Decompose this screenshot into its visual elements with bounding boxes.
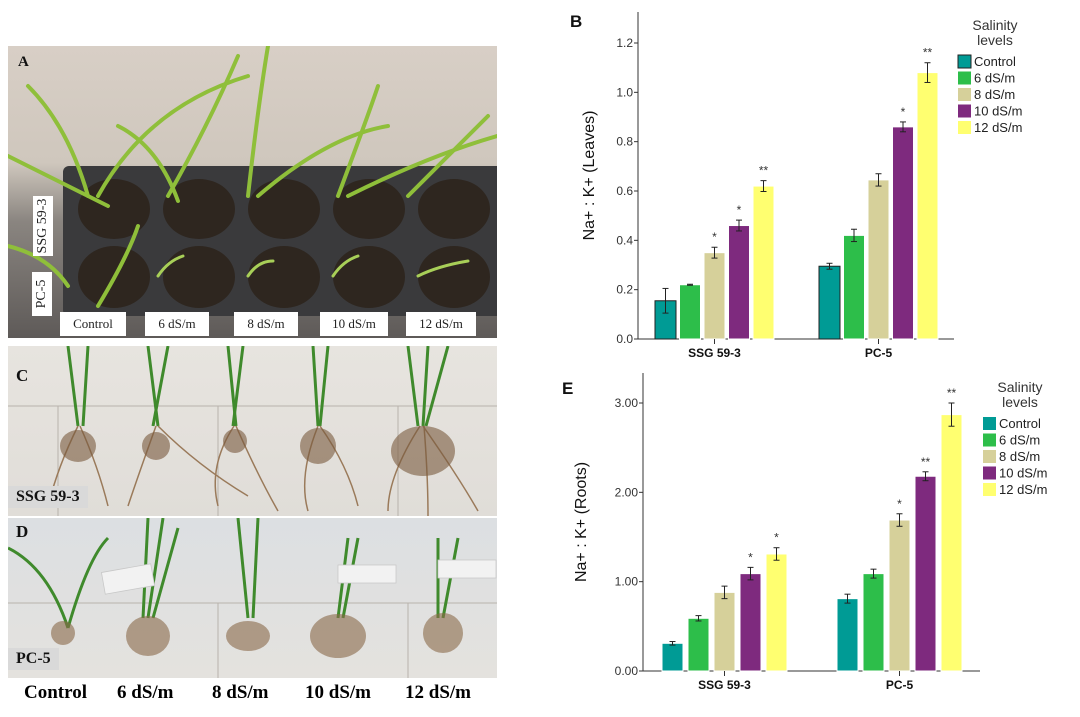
legend-label: 10 dS/m [999, 466, 1047, 481]
bar-10-ds-m-ssg-59-3 [739, 573, 762, 672]
legend-swatch [958, 121, 971, 134]
row-label-ssg-59-3: SSG 59-3 [33, 196, 53, 256]
legend-title: Salinity [997, 379, 1042, 395]
legend-swatch [983, 450, 996, 463]
significance-label: * [737, 203, 742, 217]
legend-label: 6 dS/m [974, 71, 1015, 86]
chart-b-leaves: B 0.0 0.2 0.4 0.6 0.8 1.0 1.2 Na+ : K+ (Leaves) *… [570, 12, 1022, 360]
x-tick-label: PC-5 [865, 346, 893, 360]
bar-12-ds-m-pc-5 [940, 414, 963, 672]
bar-8-ds-m-pc-5 [888, 519, 911, 672]
bottom-label-12ds: 12 dS/m [405, 682, 471, 703]
bar-control-pc-5 [836, 598, 859, 672]
bar-8-ds-m-pc-5 [867, 179, 890, 340]
y-axis-label: Na+ : K+ (Leaves) [581, 111, 598, 241]
panel-c-cultivar-label: SSG 59-3 [8, 486, 88, 508]
legend-swatch [983, 417, 996, 430]
legend-label: Control [974, 54, 1016, 69]
column-label-8ds: 8 dS/m [234, 312, 298, 336]
column-label-10ds: 10 dS/m [320, 312, 388, 336]
column-label-12ds: 12 dS/m [406, 312, 476, 336]
panel-d-letter: D [16, 522, 29, 541]
significance-label: ** [923, 46, 933, 60]
column-label-control: Control [60, 312, 126, 336]
y-tick-label: 2.00 [615, 485, 639, 499]
significance-label: * [897, 497, 902, 511]
y-tick-label: 0.8 [616, 135, 633, 149]
legend-swatch [983, 433, 996, 447]
y-tick-label: 0.0 [616, 332, 633, 346]
y-tick-label: 1.0 [616, 85, 633, 99]
legend-title: Salinity [972, 17, 1017, 33]
y-tick-label: 3.00 [615, 396, 639, 410]
panel-c-photo: C SSG 59-3 [8, 346, 497, 516]
panel-letter: E [562, 379, 573, 398]
legend-label: 8 dS/m [999, 449, 1040, 464]
legend-label: 12 dS/m [999, 482, 1047, 497]
bar-12-ds-m-ssg-59-3 [752, 185, 775, 340]
bottom-label-8ds: 8 dS/m [212, 682, 269, 703]
bar-10-ds-m-pc-5 [914, 475, 937, 672]
bar-control-ssg-59-3 [661, 642, 684, 672]
significance-label: ** [921, 455, 931, 469]
legend-swatch [983, 483, 996, 496]
panel-d-photo: D PC-5 [8, 518, 497, 678]
legend-label: 6 dS/m [999, 433, 1040, 448]
significance-label: * [901, 105, 906, 119]
significance-label: ** [947, 386, 957, 400]
bar-control-pc-5 [818, 265, 841, 340]
legend-swatch [958, 71, 971, 85]
y-tick-label: 1.00 [615, 575, 639, 589]
legend-label: 10 dS/m [974, 104, 1022, 119]
column-label-6ds: 6 dS/m [145, 312, 209, 336]
legend-title-line2: levels [1002, 394, 1038, 410]
x-tick-label: SSG 59-3 [688, 346, 741, 360]
x-tick-label: SSG 59-3 [698, 678, 751, 692]
ssg-root-bundles [8, 346, 497, 516]
significance-label: ** [759, 164, 769, 178]
row-label-pc-5: PC-5 [32, 272, 52, 316]
significance-label: * [774, 531, 779, 545]
bar-12-ds-m-ssg-59-3 [765, 553, 788, 672]
panel-a-letter: A [18, 54, 29, 70]
legend-title-line2: levels [977, 32, 1013, 48]
panel-d-cultivar-label: PC-5 [8, 648, 59, 670]
pc5-root-bundles [8, 518, 497, 678]
bar-6-ds-m-pc-5 [843, 234, 865, 340]
panel-c-letter: C [16, 366, 29, 385]
bottom-label-6ds: 6 dS/m [117, 682, 174, 703]
significance-label: * [748, 550, 753, 564]
legend-swatch [983, 466, 996, 480]
bar-8-ds-m-ssg-59-3 [713, 591, 736, 672]
y-tick-label: 1.2 [616, 36, 633, 50]
bottom-label-10ds: 10 dS/m [305, 682, 371, 703]
bar-8-ds-m-ssg-59-3 [703, 252, 726, 340]
y-tick-label: 0.4 [616, 233, 633, 247]
pot-grid [68, 171, 497, 316]
seedling-leaves [8, 46, 497, 308]
y-tick-label: 0.6 [616, 184, 633, 198]
panel-a-photo: A SSG 59-3 PC-5 Control 6 dS/m 8 dS/m 10… [8, 46, 497, 338]
panel-letter: B [570, 12, 582, 31]
significance-label: * [712, 230, 717, 244]
bottom-label-control: Control [24, 682, 87, 703]
y-tick-label: 0.00 [615, 664, 639, 678]
bar-6-ds-m-ssg-59-3 [687, 617, 710, 672]
legend-swatch [958, 104, 971, 118]
legend-swatch [958, 88, 971, 101]
bar-12-ds-m-pc-5 [916, 72, 939, 340]
bar-6-ds-m-ssg-59-3 [679, 284, 701, 340]
x-tick-label: PC-5 [886, 678, 914, 692]
legend-swatch [957, 54, 972, 69]
legend-label: Control [999, 416, 1041, 431]
y-axis-label: Na+ : K+ (Roots) [573, 462, 590, 582]
legend-label: 12 dS/m [974, 120, 1022, 135]
legend-label: 8 dS/m [974, 87, 1015, 102]
bar-6-ds-m-pc-5 [862, 573, 885, 672]
bar-10-ds-m-pc-5 [892, 126, 914, 340]
y-tick-label: 0.2 [616, 283, 633, 297]
bar-10-ds-m-ssg-59-3 [728, 225, 750, 340]
